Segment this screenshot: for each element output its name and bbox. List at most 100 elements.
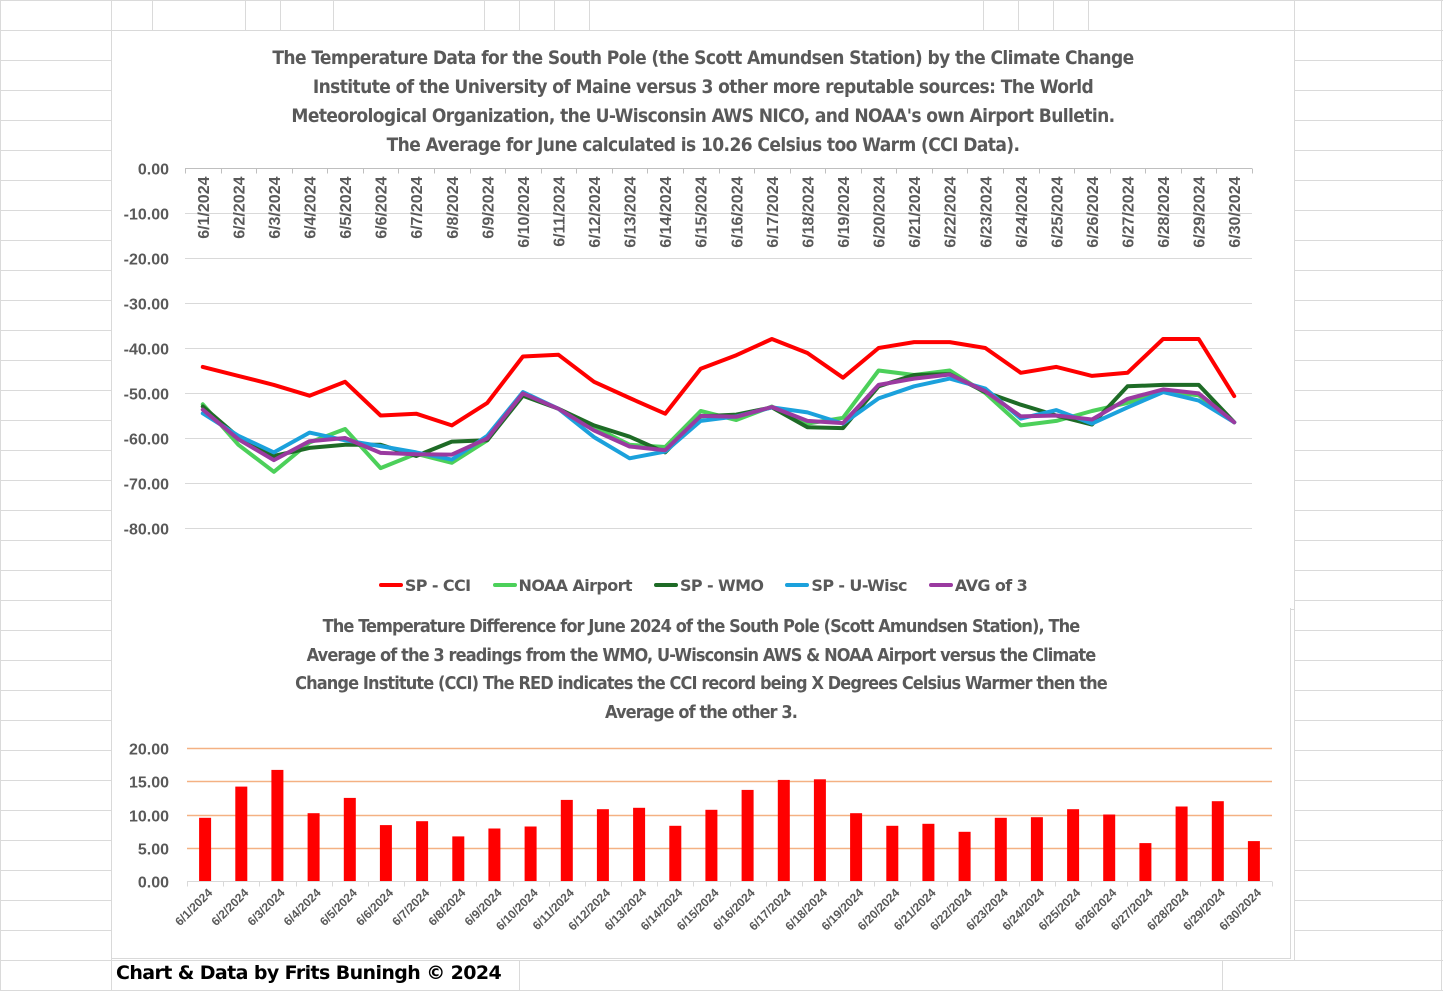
legend-item-sp-u-wisc[interactable]: SP - U-Wisc (785, 576, 907, 595)
legend-swatch-sp-u-wisc (785, 583, 810, 587)
x-tick-label: 6/25/2024 (1049, 176, 1066, 247)
x-tick-label: 6/26/2024 (1085, 176, 1102, 247)
y-tick-label: 15.00 (129, 775, 169, 792)
bar (343, 797, 356, 881)
x-tick-label: 6/13/2024 (623, 176, 640, 247)
bar (994, 817, 1007, 881)
bar (1211, 801, 1224, 881)
bar (1030, 817, 1043, 881)
bar (813, 779, 826, 881)
bar (596, 809, 609, 881)
x-tick-label: 6/15/2024 (694, 176, 711, 247)
x-tick-label: 6/19/2024 (836, 176, 853, 247)
y-tick-label: -80.00 (124, 522, 169, 539)
bar (271, 769, 284, 881)
y-tick-label: -40.00 (124, 342, 169, 359)
x-tick-label: 6/12/2024 (587, 176, 604, 247)
temperature-difference-bar-chart[interactable]: The Temperature Difference for June 2024… (111, 608, 1291, 959)
bar (886, 825, 899, 881)
x-tick-label: 6/10/2024 (516, 176, 533, 247)
x-tick-label: 6/3/2024 (245, 885, 288, 928)
bar (1139, 843, 1152, 881)
line-chart-title-line: The Average for June calculated is 10.26… (386, 134, 1020, 156)
line-chart-title: The Temperature Data for the South Pole … (112, 44, 1294, 160)
x-tick-label: 6/30/2024 (1227, 176, 1244, 247)
x-tick-label: 6/4/2024 (281, 885, 324, 928)
legend-label: SP - CCI (404, 575, 471, 595)
x-tick-label: 6/2/2024 (231, 176, 248, 238)
x-tick-label: 6/23/2024 (978, 176, 995, 247)
x-tick-label: 6/6/2024 (353, 885, 396, 928)
x-tick-label: 6/6/2024 (374, 176, 391, 238)
bar (777, 779, 790, 881)
bar-chart-title-line: Average of the other 3. (605, 701, 798, 723)
x-tick-label: 6/28/2024 (1156, 176, 1173, 247)
bar (1067, 809, 1080, 881)
line-chart-title-line: Meteorological Organization, the U-Wisco… (291, 105, 1115, 127)
bar (235, 786, 248, 881)
bar (705, 809, 718, 881)
legend-swatch-sp-cci (378, 583, 403, 587)
legend-label: SP - U-Wisc (811, 575, 907, 595)
legend-item-sp-cci[interactable]: SP - CCI (378, 575, 471, 595)
x-tick-label: 6/2/2024 (208, 885, 251, 928)
x-tick-label: 6/17/2024 (765, 176, 782, 247)
legend-item-avg-of-3[interactable]: AVG of 3 (928, 575, 1028, 595)
bar-chart-title-line: Change Institute (CCI) The RED indicates… (295, 673, 1108, 694)
temperature-line-chart[interactable]: The Temperature Data for the South Pole … (111, 30, 1295, 610)
x-tick-label: 6/11/2024 (551, 176, 568, 246)
bar-chart-title: The Temperature Difference for June 2024… (112, 613, 1290, 727)
bar (307, 813, 320, 881)
y-tick-label: -60.00 (124, 432, 169, 449)
bar (1247, 841, 1260, 881)
y-tick-label: -70.00 (124, 477, 169, 494)
y-tick-label: 10.00 (129, 809, 169, 826)
bar (199, 817, 212, 881)
line-chart-title-line: The Temperature Data for the South Pole … (272, 47, 1134, 69)
bar (379, 825, 392, 881)
x-tick-label: 6/16/2024 (729, 176, 746, 247)
bar (452, 836, 465, 881)
y-tick-label: 20.00 (129, 742, 169, 759)
legend-label: AVG of 3 (954, 575, 1028, 595)
x-tick-label: 6/1/2024 (172, 885, 215, 928)
y-tick-label: -50.00 (124, 387, 169, 404)
bar (560, 799, 573, 881)
bar (741, 789, 754, 881)
x-tick-label: 6/18/2024 (800, 176, 817, 247)
legend-swatch-avg-of-3 (928, 583, 953, 587)
y-tick-label: -10.00 (124, 207, 169, 224)
legend-item-noaa-airport[interactable]: NOAA Airport (492, 575, 633, 595)
x-tick-label: 6/7/2024 (389, 885, 432, 928)
bar (958, 831, 971, 881)
x-tick-label: 6/14/2024 (658, 176, 675, 247)
bar (416, 821, 429, 881)
legend-item-sp-wmo[interactable]: SP - WMO (653, 575, 764, 595)
legend-swatch-noaa-airport (492, 583, 517, 587)
series-line-sp-u-wisc (200, 376, 1237, 462)
bar-chart-title-line: Average of the 3 readings from the WMO, … (306, 644, 1097, 666)
y-tick-label: 5.00 (138, 842, 169, 859)
bar (922, 823, 935, 881)
y-tick-label: -20.00 (124, 252, 169, 269)
line-chart-title-line: Institute of the University of Maine ver… (312, 76, 1094, 98)
x-tick-label: 6/27/2024 (1121, 176, 1138, 247)
x-tick-label: 6/1/2024 (196, 176, 213, 238)
x-tick-label: 6/5/2024 (317, 885, 360, 928)
x-tick-label: 6/8/2024 (425, 885, 468, 928)
x-tick-label: 6/8/2024 (445, 176, 462, 238)
x-tick-label: 6/7/2024 (409, 176, 426, 238)
x-tick-label: 6/24/2024 (1014, 176, 1031, 247)
bar (488, 828, 501, 881)
bar (1175, 806, 1188, 881)
series-line-sp-cci (200, 337, 1237, 428)
bar (669, 825, 682, 881)
y-tick-label: -30.00 (124, 297, 169, 314)
bar (633, 807, 646, 881)
legend-label: SP - WMO (679, 575, 764, 595)
x-tick-label: 6/22/2024 (943, 176, 960, 247)
y-tick-label: 0.00 (138, 162, 169, 179)
bar (850, 813, 863, 881)
series-line-avg-of-3 (200, 372, 1237, 463)
legend-label: NOAA Airport (518, 575, 633, 595)
